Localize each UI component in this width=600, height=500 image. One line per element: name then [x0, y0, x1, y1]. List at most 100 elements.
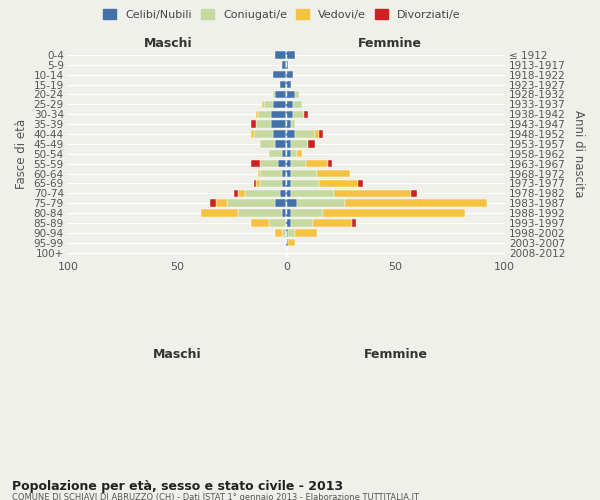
Bar: [275, 140, 286, 147]
Bar: [286, 210, 290, 216]
Bar: [234, 190, 238, 197]
Bar: [304, 110, 308, 118]
Bar: [297, 150, 302, 158]
Bar: [306, 160, 328, 168]
Bar: [210, 200, 217, 207]
Bar: [358, 180, 363, 187]
Bar: [251, 219, 269, 226]
Bar: [297, 200, 345, 207]
Bar: [319, 130, 323, 138]
Bar: [319, 180, 358, 187]
Bar: [254, 130, 273, 138]
Bar: [282, 170, 286, 177]
Bar: [282, 210, 286, 216]
Bar: [286, 110, 293, 118]
Bar: [352, 219, 356, 226]
Text: COMUNE DI SCHIAVI DI ABRUZZO (CH) - Dati ISTAT 1° gennaio 2013 - Elaborazione TU: COMUNE DI SCHIAVI DI ABRUZZO (CH) - Dati…: [12, 492, 419, 500]
Bar: [273, 100, 286, 108]
Bar: [275, 51, 286, 59]
Bar: [308, 140, 314, 147]
Bar: [262, 100, 265, 108]
Text: Femmine: Femmine: [358, 37, 422, 50]
Bar: [295, 229, 317, 236]
Bar: [251, 120, 256, 128]
Bar: [280, 81, 286, 88]
Bar: [286, 51, 295, 59]
Bar: [289, 229, 295, 236]
Legend: Celibi/Nubili, Coniugati/e, Vedovi/e, Divorziati/e: Celibi/Nubili, Coniugati/e, Vedovi/e, Di…: [100, 6, 464, 23]
Bar: [282, 61, 286, 68]
Bar: [275, 200, 286, 207]
Bar: [290, 170, 317, 177]
Bar: [273, 130, 286, 138]
Bar: [293, 110, 304, 118]
Bar: [290, 190, 334, 197]
Bar: [286, 239, 289, 246]
Bar: [286, 150, 290, 158]
Bar: [286, 130, 295, 138]
Bar: [286, 180, 290, 187]
Bar: [286, 81, 290, 88]
Bar: [286, 71, 293, 78]
Bar: [286, 200, 297, 207]
Bar: [278, 160, 286, 168]
Bar: [286, 140, 290, 147]
Bar: [290, 140, 308, 147]
Bar: [314, 130, 319, 138]
Bar: [290, 120, 295, 128]
Bar: [254, 180, 256, 187]
Bar: [295, 91, 299, 98]
Bar: [256, 180, 260, 187]
Bar: [286, 61, 289, 68]
Bar: [251, 130, 254, 138]
Bar: [256, 120, 271, 128]
Bar: [290, 219, 313, 226]
Bar: [282, 150, 286, 158]
Bar: [286, 100, 293, 108]
Bar: [323, 210, 466, 216]
Bar: [238, 210, 282, 216]
Bar: [269, 150, 282, 158]
Bar: [286, 170, 290, 177]
Bar: [251, 160, 260, 168]
Bar: [258, 110, 271, 118]
Bar: [271, 110, 286, 118]
Bar: [275, 229, 282, 236]
Text: Maschi: Maschi: [153, 348, 202, 361]
Bar: [260, 140, 275, 147]
Bar: [273, 91, 275, 98]
Bar: [289, 239, 295, 246]
Bar: [256, 110, 258, 118]
Bar: [328, 160, 332, 168]
Bar: [282, 229, 286, 236]
Bar: [411, 190, 418, 197]
Y-axis label: Fasce di età: Fasce di età: [15, 118, 28, 189]
Bar: [290, 210, 323, 216]
Bar: [317, 170, 350, 177]
Bar: [295, 130, 314, 138]
Bar: [286, 190, 290, 197]
Bar: [280, 190, 286, 197]
Bar: [271, 120, 286, 128]
Bar: [245, 190, 280, 197]
Bar: [265, 100, 273, 108]
Bar: [286, 91, 295, 98]
Bar: [260, 160, 278, 168]
Text: Femmine: Femmine: [364, 348, 427, 361]
Bar: [282, 180, 286, 187]
Text: Maschi: Maschi: [143, 37, 193, 50]
Bar: [290, 160, 306, 168]
Bar: [273, 71, 286, 78]
Bar: [293, 100, 302, 108]
Bar: [227, 200, 275, 207]
Bar: [334, 190, 411, 197]
Bar: [286, 219, 290, 226]
Text: Popolazione per età, sesso e stato civile - 2013: Popolazione per età, sesso e stato civil…: [12, 480, 343, 493]
Bar: [217, 200, 227, 207]
Bar: [275, 91, 286, 98]
Bar: [286, 229, 289, 236]
Bar: [201, 210, 238, 216]
Bar: [345, 200, 487, 207]
Bar: [260, 170, 282, 177]
Bar: [269, 219, 286, 226]
